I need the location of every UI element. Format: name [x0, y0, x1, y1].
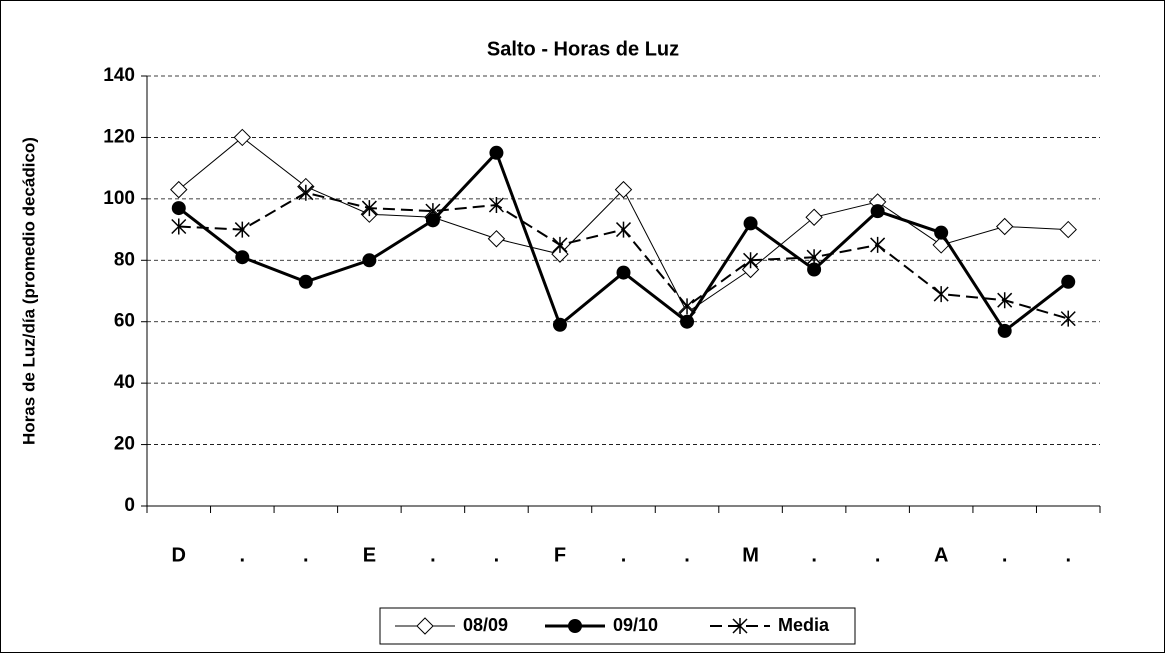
legend-marker: [416, 617, 434, 635]
point-marker: [362, 253, 377, 268]
point-marker: [679, 298, 695, 315]
x-tick-label: D: [172, 544, 186, 566]
x-tick-label: .: [621, 544, 627, 566]
point-marker: [805, 208, 823, 226]
point-marker: [1061, 274, 1076, 289]
point-marker: [488, 197, 504, 213]
legend-marker: [732, 618, 748, 634]
y-tick-label: 20: [114, 434, 135, 455]
point-marker: [1060, 310, 1076, 327]
y-tick-label: 140: [103, 65, 135, 86]
point-marker: [680, 314, 695, 329]
y-tick-label: 80: [114, 249, 135, 270]
point-marker: [425, 213, 440, 228]
x-tick-label: .: [684, 544, 690, 566]
point-marker: [933, 286, 949, 303]
x-tick-label: .: [240, 544, 246, 566]
point-marker: [487, 230, 506, 248]
point-marker: [552, 236, 568, 253]
point-marker: [1059, 220, 1077, 239]
y-tick-label: 40: [114, 372, 135, 393]
point-marker: [997, 323, 1012, 338]
x-tick-label: M: [742, 544, 759, 566]
point-marker: [741, 260, 760, 279]
x-tick-label: .: [811, 544, 817, 566]
point-marker: [615, 221, 632, 238]
point-marker: [743, 252, 759, 269]
point-marker: [298, 184, 314, 201]
legend: [379, 607, 856, 645]
point-marker: [614, 180, 633, 199]
y-axis-label: Horas de Luz/día (promedio decádico): [19, 137, 38, 445]
x-tick-label: A: [934, 544, 948, 566]
point-marker: [934, 225, 949, 240]
point-marker: [233, 128, 252, 147]
legend-label: Media: [778, 615, 830, 635]
legend-marker: [568, 619, 582, 633]
point-marker: [807, 262, 822, 277]
point-marker: [171, 201, 186, 216]
point-marker: [235, 250, 250, 265]
x-tick-label: .: [303, 544, 309, 566]
point-marker: [616, 265, 631, 280]
y-tick-label: 60: [114, 311, 135, 332]
point-marker: [551, 245, 569, 263]
y-tick-label: 120: [103, 126, 135, 147]
legend-label: 08/09: [463, 615, 508, 635]
x-tick-label: .: [494, 544, 500, 566]
x-tick-label: .: [1065, 544, 1071, 566]
point-marker: [995, 217, 1014, 236]
point-marker: [806, 249, 822, 266]
y-tick-label: 100: [103, 188, 135, 209]
point-marker: [425, 203, 441, 220]
x-tick-label: .: [1002, 544, 1008, 566]
point-marker: [743, 216, 758, 231]
legend-label: 09/10: [613, 615, 658, 635]
point-marker: [170, 180, 188, 199]
x-tick-label: E: [363, 544, 376, 566]
point-marker: [489, 145, 504, 160]
point-marker: [552, 317, 567, 332]
point-marker: [234, 221, 250, 238]
point-marker: [171, 218, 187, 235]
point-marker: [298, 274, 313, 289]
chart-title: Salto - Horas de Luz: [487, 38, 679, 60]
point-marker: [997, 292, 1013, 309]
x-tick-label: .: [430, 544, 436, 566]
point-marker: [870, 236, 886, 253]
x-tick-label: F: [554, 544, 566, 566]
point-marker: [870, 204, 885, 219]
y-tick-label: 0: [124, 495, 135, 516]
x-tick-label: .: [875, 544, 881, 566]
point-marker: [361, 200, 377, 217]
